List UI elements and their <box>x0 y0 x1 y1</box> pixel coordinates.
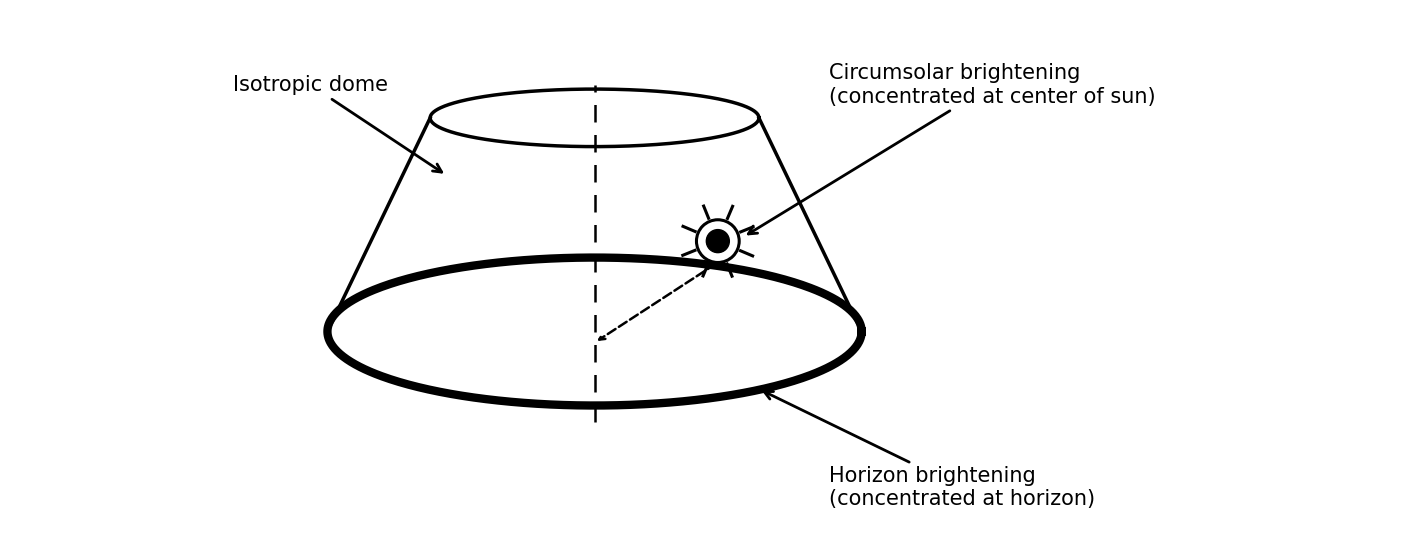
Circle shape <box>707 230 729 253</box>
Circle shape <box>697 220 739 262</box>
Text: Horizon brightening
(concentrated at horizon): Horizon brightening (concentrated at hor… <box>765 391 1095 509</box>
Text: Circumsolar brightening
(concentrated at center of sun): Circumsolar brightening (concentrated at… <box>748 64 1156 234</box>
Text: Isotropic dome: Isotropic dome <box>233 75 442 172</box>
